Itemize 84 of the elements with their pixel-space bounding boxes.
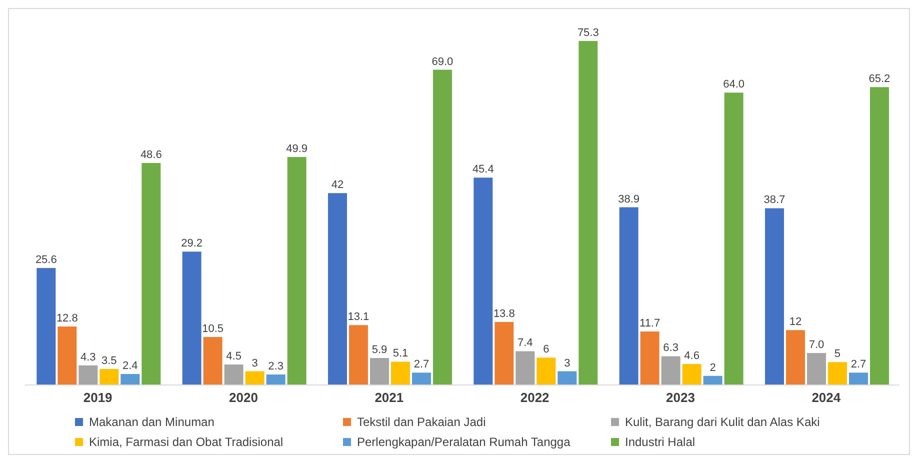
data-label: 3 [252, 357, 258, 370]
data-label: 12.8 [56, 312, 78, 325]
data-label: 2.4 [122, 360, 138, 372]
bar [370, 358, 389, 385]
bar [432, 70, 452, 385]
bar [474, 178, 493, 385]
data-label: 11.7 [640, 318, 660, 330]
bar [536, 358, 556, 385]
data-label: 2.3 [268, 360, 284, 372]
data-label: 75.3 [577, 27, 599, 39]
bar [203, 337, 222, 385]
data-label: 69.0 [432, 56, 454, 68]
data-label: 2.7 [414, 358, 430, 371]
bar [494, 322, 514, 385]
bar [558, 371, 577, 385]
x-tick-label: 2023 [666, 390, 695, 406]
bar [78, 365, 98, 385]
data-label: 5.9 [372, 344, 388, 356]
bar [806, 353, 826, 385]
data-label: 6 [543, 344, 550, 356]
data-label: 7.4 [518, 337, 533, 350]
data-label: 3 [564, 357, 570, 370]
legend-label: Tekstil dan Pakaian Jadi [357, 415, 486, 429]
x-tick-label: 2021 [374, 390, 404, 406]
legend-label: Kimia, Farmasi dan Obat Tradisional [89, 435, 284, 449]
bar [36, 268, 56, 385]
bar [100, 369, 119, 385]
data-label: 12 [789, 316, 802, 328]
data-label: 2 [710, 362, 716, 374]
legend-label: Kulit, Barang dari Kulit dan Alas Kaki [625, 415, 820, 429]
data-label: 29.2 [181, 238, 203, 250]
data-label: 38.7 [764, 194, 786, 206]
bar [348, 325, 368, 385]
bar [245, 371, 264, 385]
x-tick-label: 2024 [812, 390, 842, 406]
data-label: 65.2 [868, 73, 890, 86]
data-label: 13.8 [493, 308, 515, 320]
data-label: 10.5 [202, 323, 224, 336]
data-label: 6.3 [663, 342, 678, 354]
bar [287, 157, 306, 385]
bar [578, 41, 598, 385]
data-label: 42 [331, 179, 344, 192]
data-label: 4.3 [80, 351, 96, 364]
data-label: 45.4 [472, 164, 494, 176]
bar [390, 362, 410, 385]
data-label: 5.1 [392, 348, 408, 360]
bar [661, 356, 680, 385]
data-label: 13.1 [348, 311, 370, 324]
bar [266, 374, 286, 385]
bar [412, 372, 431, 385]
legend-label: Industri Halal [625, 435, 696, 449]
bar [224, 364, 244, 385]
data-label: 7.0 [808, 339, 824, 352]
bar [828, 362, 847, 385]
bar [870, 87, 889, 385]
x-tick-label: 2022 [520, 390, 550, 406]
legend-label: Makanan dan Minuman [89, 415, 214, 429]
bar [619, 207, 638, 385]
data-label: 2.7 [850, 358, 866, 371]
data-label: 3.5 [102, 355, 117, 368]
bar [640, 332, 660, 385]
bar [328, 193, 347, 385]
data-label: 25.6 [35, 254, 57, 266]
data-label: 38.9 [618, 193, 640, 206]
data-label: 5 [834, 348, 841, 360]
bar [142, 162, 161, 385]
data-label: 64.0 [723, 78, 745, 91]
bar [786, 330, 805, 385]
x-tick-label: 2020 [229, 390, 258, 406]
x-tick-label: 2019 [83, 390, 112, 406]
data-label: 4.6 [684, 350, 700, 362]
data-label: 48.6 [140, 148, 162, 161]
data-label: 49.9 [286, 143, 308, 156]
bar [516, 351, 535, 385]
bar [58, 326, 77, 385]
bar [182, 252, 202, 385]
bar [682, 364, 702, 385]
bar [764, 208, 784, 385]
data-label: 4.5 [226, 350, 242, 362]
bar [848, 372, 868, 385]
bar [724, 92, 744, 385]
bar [120, 374, 140, 385]
legend-label: Perlengkapan/Peralatan Rumah Tangga [357, 435, 570, 449]
bar [703, 376, 722, 385]
